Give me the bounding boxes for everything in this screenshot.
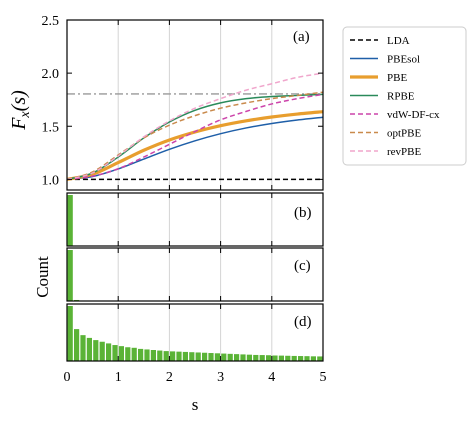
- panel-b-gridlines: [117, 193, 273, 246]
- histogram-bar: [272, 355, 278, 361]
- histogram-bar: [227, 353, 233, 361]
- histogram-bar: [106, 343, 112, 361]
- histogram-bar: [131, 347, 137, 361]
- histogram-bar: [163, 351, 169, 361]
- x-tick-label-5: 5: [320, 370, 327, 385]
- histogram-bar: [150, 350, 156, 361]
- histogram-bar: [170, 351, 176, 361]
- histogram-bar: [144, 349, 150, 361]
- panel-a-y-axis-label: Fx(s): [8, 90, 33, 131]
- series-line-revpbe: [66, 72, 324, 181]
- histogram-bar: [112, 345, 118, 361]
- histogram-bar: [266, 355, 272, 361]
- histogram-bar: [99, 341, 105, 361]
- histogram-bar: [182, 351, 188, 361]
- histogram-bar: [80, 335, 86, 361]
- panel-d-gridlines: [117, 304, 273, 361]
- histogram-bar: [67, 195, 73, 246]
- x-tick-label-1: 1: [115, 370, 122, 385]
- histogram-bar: [278, 355, 284, 361]
- y-label-arg: (s): [8, 90, 30, 111]
- panel-a-label: (a): [293, 29, 310, 45]
- y-label-sub: x: [18, 111, 33, 119]
- legend-label-revpbe: revPBE: [387, 146, 422, 158]
- legend-label-lda: LDA: [387, 35, 410, 47]
- histogram-bar: [298, 356, 304, 361]
- panel-b-bars: [67, 195, 73, 246]
- histogram-bar: [304, 356, 310, 361]
- histogram-bar: [189, 352, 195, 361]
- legend-label-vdw-df-cx: vdW-DF-cx: [387, 109, 440, 121]
- x-axis-label: s: [192, 395, 199, 414]
- x-axis-ticks: 0 1 2 3 4 5: [64, 20, 327, 385]
- histogram-bar: [157, 350, 163, 361]
- series-line-optpbe: [66, 91, 324, 181]
- panel-a-gridlines: [117, 20, 273, 190]
- histogram-bar: [310, 356, 316, 361]
- histogram-bar: [214, 353, 220, 361]
- panel-d-frame: [66, 303, 324, 362]
- series-line-rpbe: [66, 93, 324, 181]
- histogram-bar: [240, 354, 246, 361]
- panel-a-series-group: [66, 72, 324, 181]
- histogram-bar: [259, 355, 265, 361]
- x-tick-label-3: 3: [217, 370, 224, 385]
- y-tick-label-0: 1.0: [42, 173, 60, 188]
- histogram-bar: [93, 340, 99, 361]
- panel-d-bars: [67, 306, 323, 361]
- panel-b-label: (b): [294, 205, 312, 221]
- legend-label-pbesol: PBEsol: [387, 54, 420, 66]
- histogram-bar: [67, 306, 73, 361]
- panel-c-gridlines: [117, 248, 273, 301]
- histogram-bar: [291, 355, 297, 361]
- legend-label-optpbe: optPBE: [387, 128, 422, 140]
- panel-a-line-chart: 1.0 1.5 2.0 2.5 (a) Fx(s): [8, 14, 324, 191]
- histogram-bar: [125, 347, 131, 361]
- panel-b-histogram: (b): [66, 192, 324, 247]
- panel-c-frame: [66, 247, 324, 302]
- legend: LDA PBEsol PBE RPBE vdW-DF-cx optPBE revPBE: [342, 26, 467, 166]
- histogram-bar: [221, 353, 227, 361]
- histogram-bar: [195, 352, 201, 361]
- panel-a-frame: [66, 19, 324, 191]
- histogram-bar: [208, 353, 214, 361]
- y-tick-label-3: 2.5: [42, 14, 60, 29]
- histogram-bar: [118, 346, 124, 361]
- x-tick-label-2: 2: [166, 370, 173, 385]
- panel-c-bars: [67, 250, 80, 301]
- x-tick-label-4: 4: [268, 370, 275, 385]
- legend-label-pbe: PBE: [387, 72, 407, 84]
- panel-c-histogram: (c): [66, 247, 324, 302]
- panel-b-frame: [66, 192, 324, 247]
- panel-d-label: (d): [294, 314, 312, 330]
- histogram-bar: [234, 354, 240, 361]
- y-tick-label-2: 2.0: [42, 67, 60, 82]
- legend-label-rpbe: RPBE: [387, 91, 415, 103]
- histogram-bar: [202, 352, 208, 361]
- count-axis-label: Count: [33, 256, 52, 298]
- panel-c-label: (c): [294, 258, 311, 274]
- legend-items: LDA PBEsol PBE RPBE vdW-DF-cx optPBE revPBE: [350, 35, 440, 158]
- histogram-bar: [253, 354, 259, 361]
- histogram-bar: [176, 351, 182, 361]
- histogram-bar: [285, 355, 291, 361]
- panel-d-histogram: (d): [66, 303, 324, 362]
- legend-frame: [342, 26, 467, 166]
- histogram-bar: [317, 356, 323, 361]
- y-label-main: F: [8, 117, 30, 131]
- y-tick-label-1: 1.5: [42, 120, 60, 135]
- histogram-bar: [67, 250, 73, 301]
- series-line-vdw-df-cx: [66, 93, 324, 181]
- histogram-bar: [74, 329, 80, 361]
- histogram-bar: [246, 354, 252, 361]
- panel-a-y-ticks: 1.0 1.5 2.0 2.5: [42, 14, 323, 188]
- histogram-bar: [86, 337, 92, 361]
- x-tick-label-0: 0: [64, 370, 71, 385]
- histogram-bar: [138, 348, 144, 361]
